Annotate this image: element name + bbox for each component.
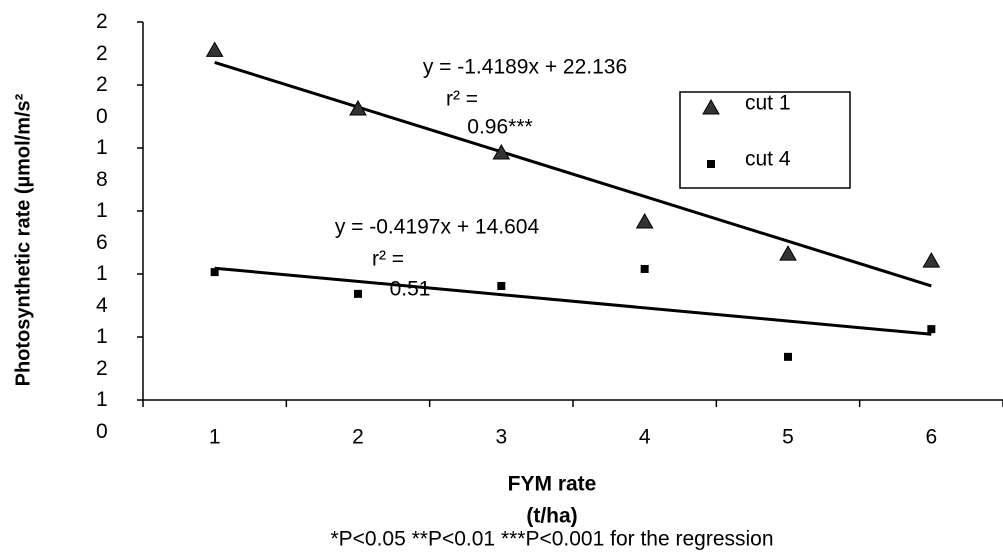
point — [927, 325, 936, 334]
legend-label: cut 4 — [745, 148, 791, 171]
point — [784, 352, 792, 361]
equation: y = -0.4197x + 14.604 — [335, 216, 540, 239]
r2-label: r² = — [372, 248, 404, 271]
r2-value: 0.96*** — [467, 116, 532, 139]
y-tick-label: 12 — [96, 325, 108, 380]
y-tick-label: 20 — [96, 73, 108, 128]
point — [635, 213, 654, 229]
r2-label: r² = — [446, 88, 478, 111]
point — [640, 264, 649, 273]
point — [492, 144, 511, 160]
point — [205, 41, 224, 57]
y-tick-label: 10 — [96, 388, 108, 443]
equation: y = -1.4189x + 22.136 — [423, 56, 627, 79]
y-tick-label: 22 — [96, 10, 108, 65]
legend-label: cut 1 — [745, 92, 791, 115]
legend-marker — [707, 160, 715, 168]
point — [210, 268, 219, 277]
y-axis-label: Photosynthetic rate (µmol/m/s² — [12, 93, 34, 386]
y-tick-label: 16 — [96, 199, 108, 254]
point — [779, 245, 797, 261]
point — [349, 99, 367, 116]
trendline — [214, 266, 932, 336]
footnote: *P<0.05 **P<0.01 ***P<0.001 for the regr… — [330, 528, 773, 551]
x-axis-label: FYM rate — [508, 473, 597, 496]
x-tick-label: 2 — [352, 426, 364, 449]
point — [354, 289, 362, 298]
trendline — [214, 60, 932, 288]
x-tick-label: 5 — [782, 426, 794, 449]
x-axis-unit: (t/ha) — [526, 505, 577, 528]
point — [497, 281, 506, 290]
y-tick-label: 18 — [96, 136, 108, 191]
x-tick-label: 4 — [639, 426, 651, 449]
point — [922, 252, 941, 268]
y-tick-label: 14 — [96, 262, 108, 317]
footnote-bg — [0, 527, 1003, 557]
x-tick-label: 6 — [925, 426, 937, 449]
x-tick-label: 1 — [209, 426, 221, 449]
legend-marker — [702, 98, 720, 115]
x-tick-label: 3 — [495, 426, 507, 449]
r2-value: 0.51 — [390, 278, 431, 301]
